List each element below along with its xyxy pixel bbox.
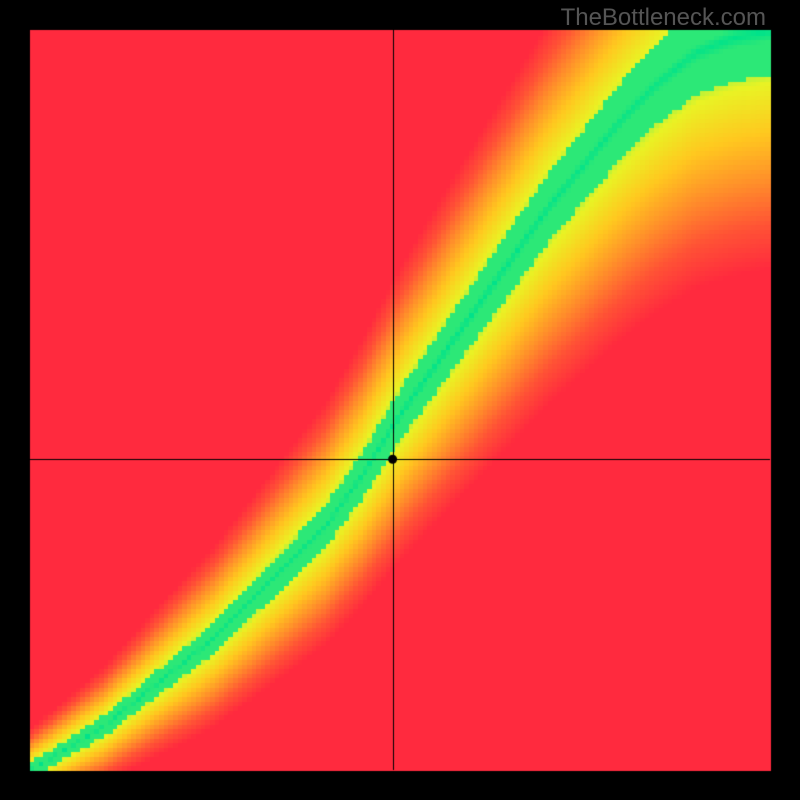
- chart-container: TheBottleneck.com: [0, 0, 800, 800]
- bottleneck-heatmap-canvas: [0, 0, 800, 800]
